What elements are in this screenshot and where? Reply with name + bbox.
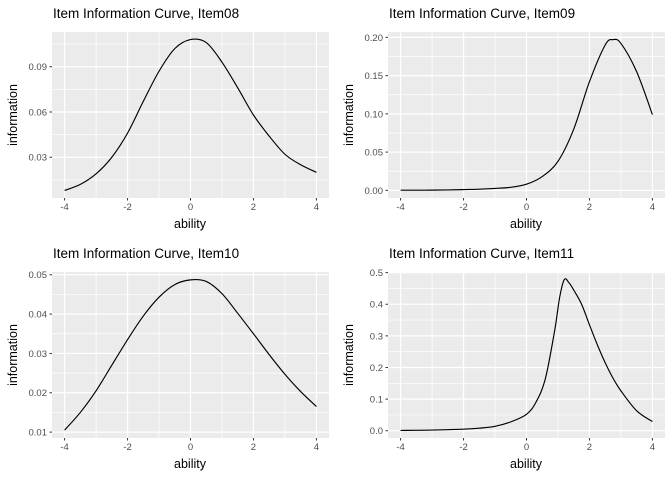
y-tick-label: 0.04 [29,309,48,320]
y-axis-title: information [6,84,20,146]
y-tick-label: 0.03 [29,153,48,164]
x-tick-label: 2 [251,442,256,453]
information-curve [400,278,653,431]
panel-layer: -4 -2 0 2 4 0.00 0.05 0.10 0.15 0.20 [365,32,665,213]
y-tick-label: 0.4 [370,300,383,311]
x-tick-label: -2 [123,202,131,213]
y-tick-label: 0.1 [370,395,383,406]
y-tick-label: 0.02 [29,388,48,399]
x-tick-label: -4 [60,202,68,213]
y-tick-label: 0.10 [365,109,384,120]
plot-item10: -4 -2 0 2 4 0.01 0.02 0.03 0.04 0.05 Item Informa… [6,246,329,471]
plot-title: Item Information Curve, Item11 [389,246,574,261]
x-tick-label: 2 [251,202,256,213]
subplot-item11: -4 -2 0 2 4 0.0 0.1 0.2 0.3 0.4 0.5 Item Informati… [336,240,672,480]
x-tick-label: 4 [314,442,319,453]
x-axis-title: ability [174,457,207,471]
plot-title: Item Information Curve, Item08 [53,6,239,21]
y-axis-title: information [342,84,356,146]
x-tick-label: 2 [587,202,592,213]
x-tick-label: 0 [524,202,529,213]
information-curve [400,38,653,191]
x-axis-title: ability [174,217,207,231]
y-tick-label: 0.05 [365,148,384,159]
plot-item08: -4 -2 0 2 4 0.03 0.06 0.09 Item Information Cur… [6,6,329,231]
y-tick-label: 0.09 [29,62,48,73]
information-curve [64,38,317,191]
y-tick-label: 0.15 [365,71,384,82]
x-tick-label: -4 [396,442,404,453]
x-tick-label: -2 [459,202,467,213]
x-tick-label: 2 [587,442,592,453]
y-axis-title: information [6,324,20,386]
plot-item09: -4 -2 0 2 4 0.00 0.05 0.10 0.15 0.20 Item Informa… [342,6,665,231]
y-tick-label: 0.0 [370,426,383,437]
panel-layer: -4 -2 0 2 4 0.0 0.1 0.2 0.3 0.4 0.5 [370,268,665,453]
x-tick-label: -2 [123,442,131,453]
x-tick-label: -2 [459,442,467,453]
plot-title: Item Information Curve, Item10 [53,246,239,261]
y-tick-label: 0.06 [29,107,48,118]
x-axis-title: ability [510,217,543,231]
x-tick-label: 0 [188,202,193,213]
y-tick-label: 0.20 [365,33,384,44]
subplot-item10: -4 -2 0 2 4 0.01 0.02 0.03 0.04 0.05 Item Informa… [0,240,336,480]
y-tick-label: 0.2 [370,363,383,374]
x-axis-title: ability [510,457,543,471]
y-tick-label: 0.05 [29,270,48,281]
y-tick-label: 0.00 [365,186,384,197]
panel-layer: -4 -2 0 2 4 0.03 0.06 0.09 [29,32,329,213]
panel-layer: -4 -2 0 2 4 0.01 0.02 0.03 0.04 0.05 [29,270,329,453]
x-tick-label: 4 [650,202,655,213]
y-tick-label: 0.5 [370,268,383,279]
y-tick-label: 0.3 [370,331,383,342]
information-curve [64,278,317,431]
x-tick-label: 0 [188,442,193,453]
subplot-item08: -4 -2 0 2 4 0.03 0.06 0.09 Item Information Cur… [0,0,336,240]
subplot-item09: -4 -2 0 2 4 0.00 0.05 0.10 0.15 0.20 Item Informa… [336,0,672,240]
y-tick-label: 0.01 [29,428,48,439]
y-tick-label: 0.03 [29,349,48,360]
plot-title: Item Information Curve, Item09 [389,6,575,21]
x-tick-label: 0 [524,442,529,453]
x-tick-label: -4 [60,442,68,453]
x-tick-label: -4 [396,202,404,213]
plot-item11: -4 -2 0 2 4 0.0 0.1 0.2 0.3 0.4 0.5 Item Informati… [342,246,665,471]
x-tick-label: 4 [650,442,655,453]
x-tick-label: 4 [314,202,319,213]
y-axis-title: information [342,324,356,386]
